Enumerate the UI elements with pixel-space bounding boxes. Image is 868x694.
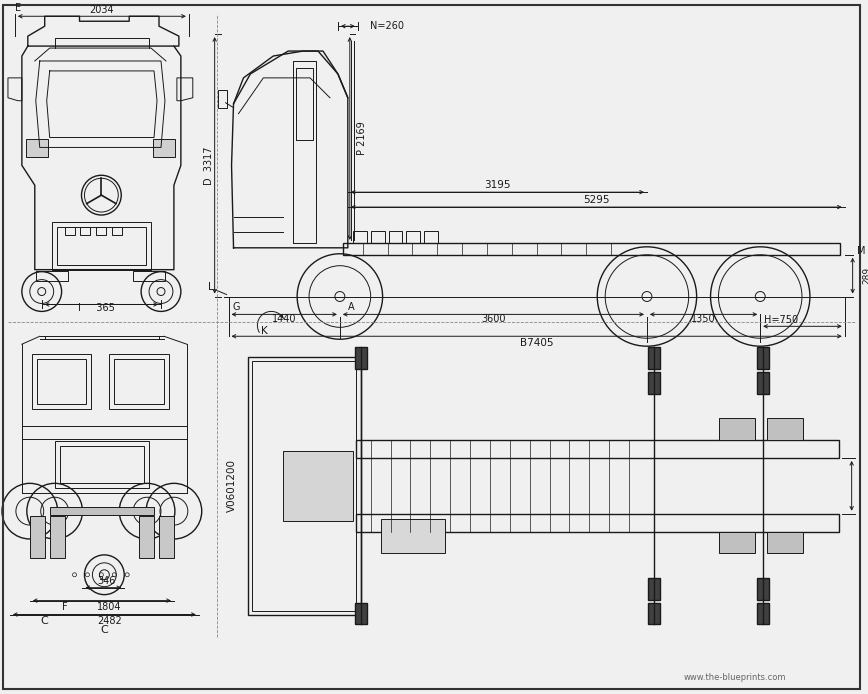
Bar xyxy=(720,532,755,553)
Bar xyxy=(720,418,755,440)
Bar xyxy=(112,227,122,235)
Bar xyxy=(139,516,154,558)
Bar xyxy=(115,359,164,404)
Bar xyxy=(109,354,169,409)
Text: F: F xyxy=(62,602,68,611)
Bar xyxy=(96,227,107,235)
Text: 2034: 2034 xyxy=(89,6,114,15)
Bar xyxy=(253,361,356,611)
Text: B7405: B7405 xyxy=(520,338,554,348)
Text: C: C xyxy=(41,616,49,627)
Text: 3195: 3195 xyxy=(484,180,510,190)
Bar xyxy=(52,222,151,270)
Text: www.the-blueprints.com: www.the-blueprints.com xyxy=(684,672,786,682)
Bar xyxy=(153,139,175,158)
Text: H=750: H=750 xyxy=(764,315,799,325)
Bar xyxy=(757,347,769,369)
Text: 289: 289 xyxy=(862,267,868,285)
Bar xyxy=(81,227,90,235)
Text: C: C xyxy=(101,625,108,636)
Bar xyxy=(283,451,352,520)
Bar xyxy=(767,532,803,553)
Bar xyxy=(757,372,769,394)
Text: 1440: 1440 xyxy=(272,314,297,324)
Text: 1350: 1350 xyxy=(691,314,716,324)
Bar xyxy=(36,271,68,280)
Text: 1804: 1804 xyxy=(97,602,122,611)
Bar xyxy=(56,227,146,264)
Bar xyxy=(355,602,366,625)
Text: L: L xyxy=(207,282,214,291)
Text: K: K xyxy=(261,326,268,337)
Text: 2482: 2482 xyxy=(97,616,122,627)
Bar xyxy=(133,271,165,280)
Text: G: G xyxy=(233,303,240,312)
Text: V0601200: V0601200 xyxy=(227,459,237,512)
Text: 365: 365 xyxy=(88,303,115,314)
Bar xyxy=(389,231,403,243)
Bar xyxy=(380,518,445,553)
Bar xyxy=(352,231,366,243)
Bar xyxy=(248,357,361,614)
Bar xyxy=(49,507,154,515)
Bar xyxy=(30,516,45,558)
Bar xyxy=(648,602,660,625)
Bar xyxy=(757,602,769,625)
Bar xyxy=(60,446,144,483)
Bar xyxy=(371,231,385,243)
Text: 5295: 5295 xyxy=(583,195,609,205)
Bar xyxy=(648,577,660,600)
Bar xyxy=(648,347,660,369)
Bar xyxy=(218,90,227,108)
Bar xyxy=(424,231,438,243)
Bar xyxy=(406,231,420,243)
Text: A: A xyxy=(348,303,354,312)
Bar xyxy=(355,347,366,369)
Bar xyxy=(757,577,769,600)
Text: 346: 346 xyxy=(97,576,115,586)
Bar xyxy=(49,516,64,558)
Text: I: I xyxy=(78,303,81,314)
Text: M: M xyxy=(857,246,865,256)
Bar xyxy=(648,372,660,394)
Text: 3600: 3600 xyxy=(481,314,506,324)
Bar xyxy=(767,418,803,440)
Bar xyxy=(36,359,87,404)
Bar xyxy=(55,441,149,489)
Bar xyxy=(64,227,75,235)
Text: N=260: N=260 xyxy=(370,22,404,31)
Bar xyxy=(343,243,839,255)
Bar xyxy=(356,440,838,458)
Text: P 2169: P 2169 xyxy=(357,121,367,155)
Bar xyxy=(26,139,48,158)
Text: E: E xyxy=(15,3,21,13)
Bar xyxy=(32,354,91,409)
Text: D  3317: D 3317 xyxy=(204,146,214,185)
Bar xyxy=(159,516,174,558)
Bar xyxy=(356,514,838,532)
